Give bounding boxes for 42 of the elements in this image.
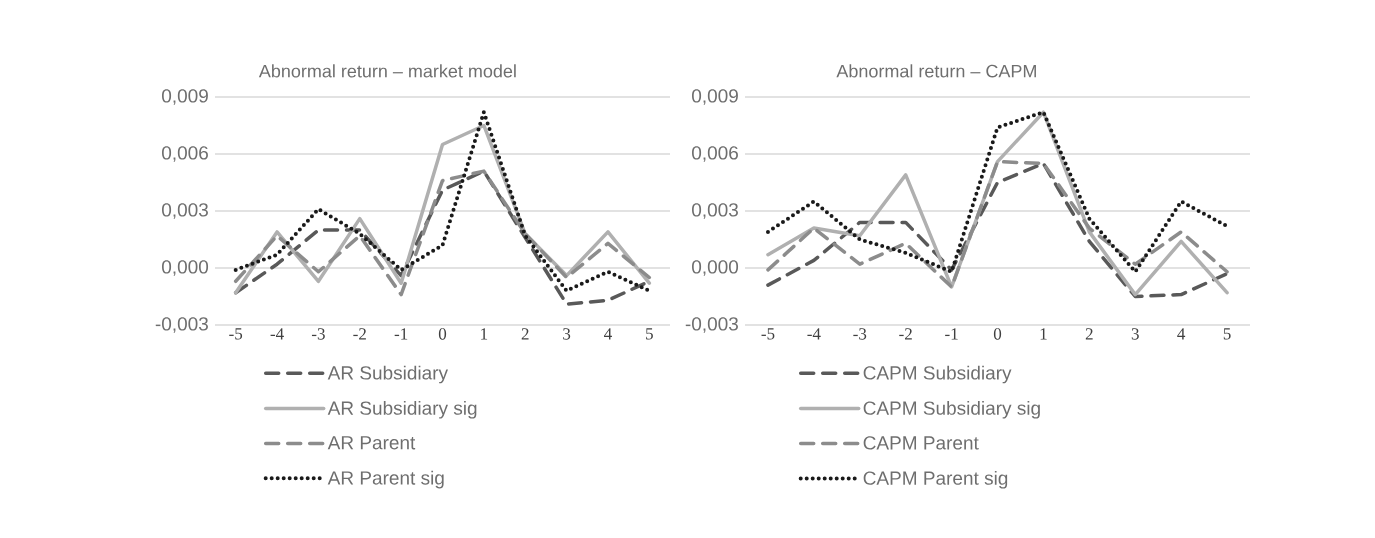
x-tick-label: 3 [563,328,571,340]
legend-label: AR Subsidiary sig [327,400,477,419]
legend-label: CAPM Parent sig [863,470,1008,489]
x-tick-label: -5 [761,328,775,340]
y-tick-label: 0,000 [162,260,209,276]
x-tick-label: -5 [229,328,243,340]
chart-title: Abnormal return – CAPM [836,64,1036,78]
x-tick-label: 0 [993,328,1002,340]
y-tick-label: -0,003 [685,317,738,333]
legend-label: AR Parent sig [327,470,444,489]
x-tick-label: -1 [394,328,408,340]
x-tick-label: -4 [807,328,821,340]
legend-label: CAPM Subsidiary [863,365,1012,384]
y-tick-label: 0,006 [162,146,208,162]
x-tick-label: 5 [646,328,653,340]
y-tick-label: 0,009 [162,89,208,105]
x-tick-label: -2 [353,328,366,340]
y-tick-label: 0,003 [692,203,738,219]
x-tick-label: 4 [1177,328,1186,340]
y-tick-label: 0,003 [162,203,208,219]
x-tick-label: -1 [945,328,958,340]
x-tick-label: -4 [270,328,284,340]
y-tick-label: 0,009 [692,89,738,105]
y-tick-label: -0,003 [155,317,208,333]
y-tick-label: 0,006 [692,146,738,162]
x-tick-label: 2 [1085,328,1093,340]
y-tick-label: 0,000 [692,260,739,276]
x-tick-label: 2 [521,328,529,340]
x-tick-label: -3 [311,328,325,340]
legend-label: CAPM Subsidiary sig [863,400,1040,419]
x-tick-label: -3 [853,328,867,340]
x-tick-label: 3 [1131,328,1139,340]
x-tick-label: -2 [899,328,912,340]
chart-title: Abnormal return – market model [258,64,516,78]
x-tick-label: 1 [1040,328,1047,340]
legend-label: CAPM Parent [863,436,979,450]
legend-label: AR Subsidiary [327,365,448,384]
legend-label: AR Parent [327,436,416,450]
x-tick-label: 4 [604,328,612,340]
x-tick-label: 1 [481,328,488,340]
x-tick-label: 0 [438,328,447,340]
x-tick-label: 5 [1223,328,1231,340]
